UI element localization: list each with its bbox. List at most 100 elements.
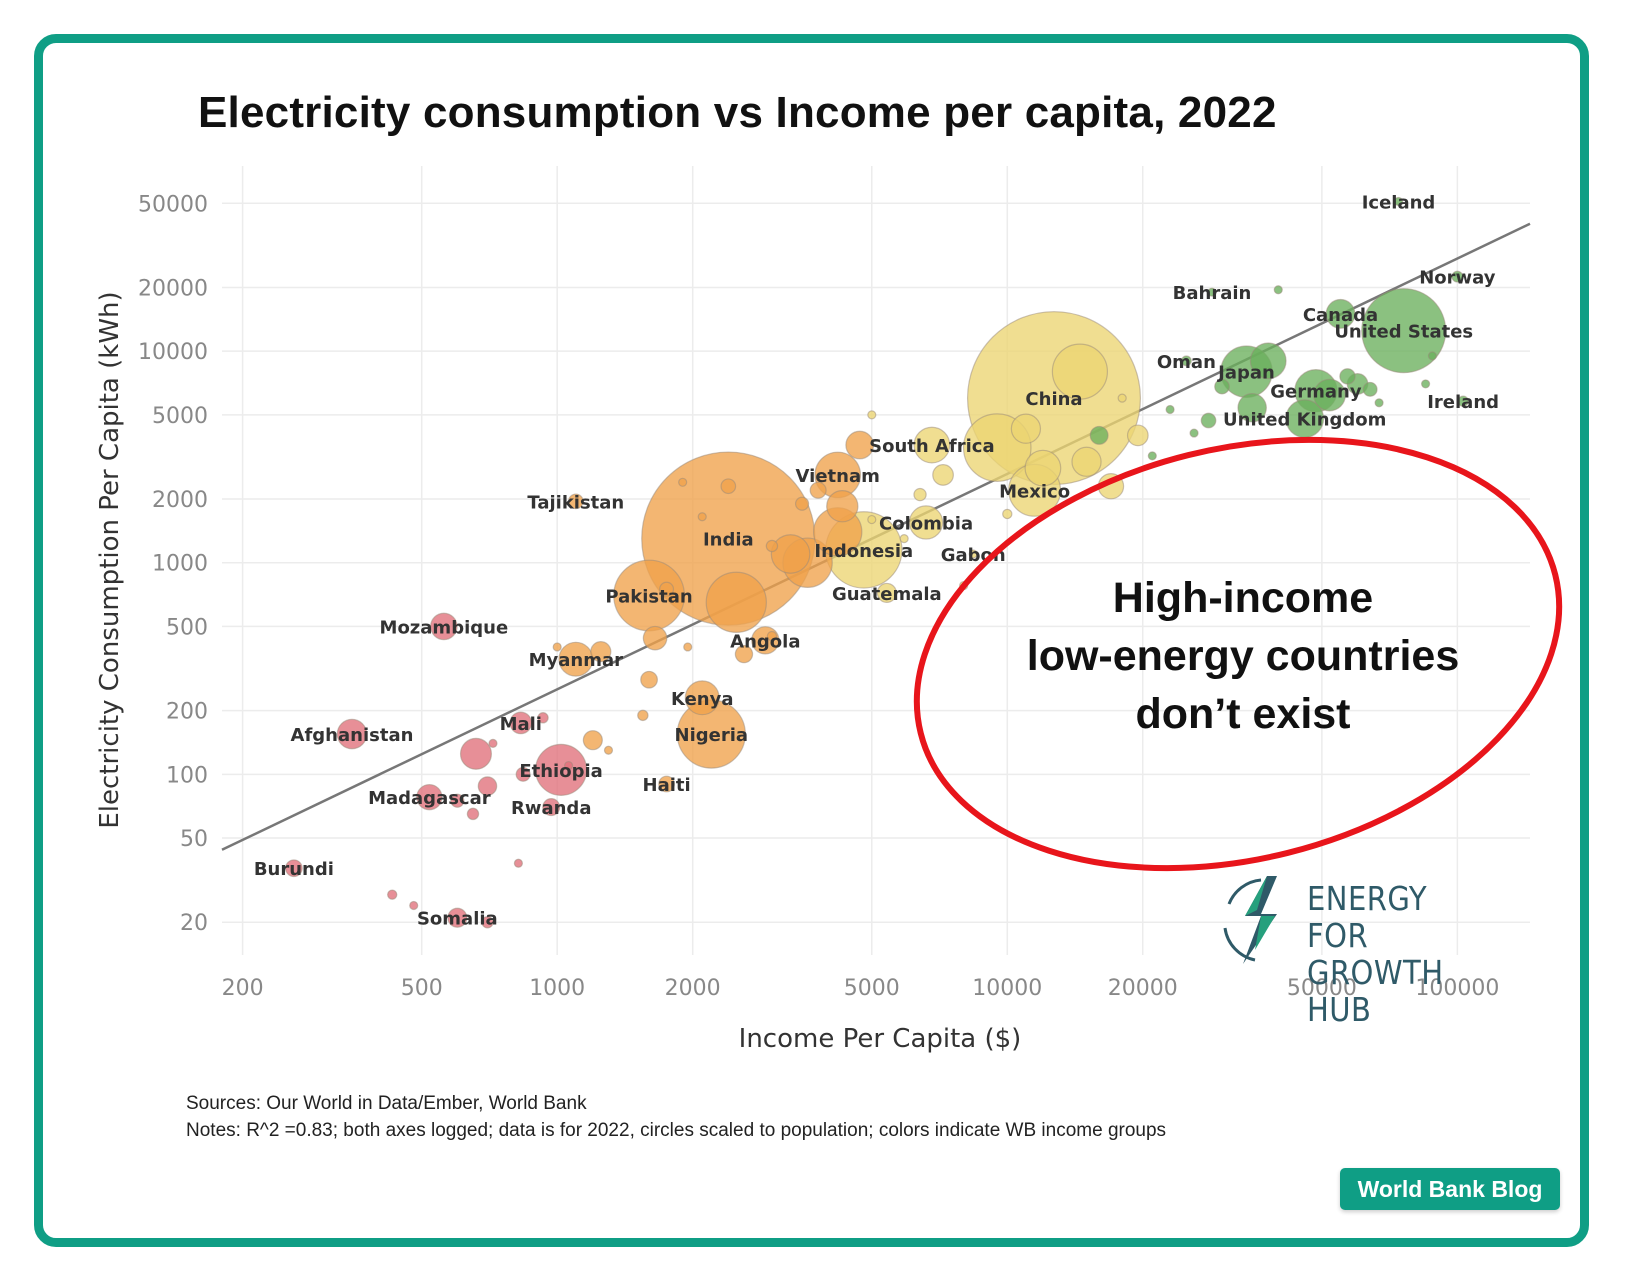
bubble [1051,343,1109,400]
callout-line-3: don’t exist [1135,690,1350,738]
country-label: Rwanda [511,798,591,819]
bubble [1071,446,1102,477]
bubble [683,642,693,652]
axis-ticks: 200 500 1000 2000 5000 10000 20000 50000 100000 2… [138,192,1499,1001]
bubble [409,900,419,911]
bubbles [284,196,1469,929]
y-tick-label: 2000 [152,488,208,513]
bubble [603,745,614,755]
bubble [899,534,909,544]
lightning-bolt-icon [1223,876,1277,964]
bubble [466,807,480,821]
bubble [867,410,877,420]
bubble [477,776,498,796]
bubble [488,738,498,749]
energy-for-growth-hub-logo: ENERGY FOR GROWTH HUB [1215,870,1505,1028]
x-tick-label: 20000 [1108,976,1178,1001]
x-tick-label: 5000 [844,976,900,1001]
bubble [552,642,562,652]
x-tick-label: 1000 [529,976,585,1001]
bubble [459,737,493,770]
bubble [1002,508,1013,520]
bubble [1273,285,1283,295]
bubble [1361,288,1447,374]
bubble [770,534,811,574]
bubble [659,581,675,597]
bubble [826,490,859,523]
bubble [1237,392,1267,423]
bubble [1126,424,1149,447]
bubble [1024,449,1062,487]
bubble [534,743,588,796]
x-tick-label: 10000 [972,976,1042,1001]
bubble [284,859,303,878]
bubble [1374,398,1384,408]
bubble [1180,355,1192,367]
country-label: Iceland [1362,192,1436,213]
chart-title: Electricity consumption vs Income per ca… [198,88,1277,137]
bubble [1457,395,1469,407]
bubble [678,477,688,487]
bubble [430,612,458,641]
bubble [1362,381,1378,397]
bubble [1339,368,1356,385]
bubble [537,712,549,724]
y-tick-label: 10000 [138,340,208,365]
world-bank-blog-badge[interactable]: World Bank Blog [1340,1168,1560,1210]
bubble [720,478,737,495]
country-label: Vietnam [796,466,880,487]
country-label: Canada [1303,305,1378,326]
bubble [1010,413,1042,444]
country-label: India [703,530,754,551]
bubble [450,793,465,808]
y-tick-label: 1000 [152,552,208,577]
country-label: Mexico [999,481,1070,502]
bubble [765,539,779,553]
country-label: China [1025,389,1082,410]
bubble [794,496,810,511]
y-tick-label: 20000 [138,276,208,301]
country-label: Colombia [879,513,973,534]
bubble [1189,428,1199,438]
y-tick-label: 20 [180,911,208,936]
bubble [1207,287,1217,297]
country-label: Pakistan [605,587,692,608]
bubble [590,641,612,663]
country-label: Norway [1419,268,1496,289]
country-label: Nigeria [675,725,749,746]
bubble [1393,196,1404,207]
bubble [1089,425,1109,445]
logo-line-2: GROWTH HUB [1307,953,1444,1029]
bubble [336,718,368,750]
bubble [1427,351,1437,361]
callout-line-1: High-income [1113,574,1373,622]
bubble [1249,342,1287,380]
y-tick-label: 500 [166,615,208,640]
y-tick-label: 200 [166,700,208,725]
bubble [637,709,649,722]
country-label: United Kingdom [1223,410,1386,431]
bubble [567,493,584,510]
bubble [542,798,561,817]
y-tick-label: 5000 [152,404,208,429]
y-axis-label: Electricity Consumption Per Capita (kWh) [95,291,125,828]
x-tick-label: 200 [222,976,264,1001]
sources-line: Sources: Our World in Data/Ember, World … [186,1093,587,1114]
country-label: Ireland [1427,392,1499,413]
bubble [658,775,675,793]
bubble [766,630,778,642]
country-label: South Africa [869,436,994,457]
chart-footnote: Sources: Our World in Data/Ember, World … [186,1090,1166,1144]
x-tick-label: 500 [401,976,443,1001]
bubble [845,430,875,460]
bubble [481,915,494,929]
logo-line-1: ENERGY FOR [1307,879,1428,955]
country-label: Indonesia [814,541,913,562]
country-label: Mali [500,714,542,735]
country-label: Afghanistan [291,725,414,746]
country-label: Myanmar [529,650,624,671]
country-label: United States [1334,322,1473,343]
callout-line-2: low-energy countries [1027,632,1459,680]
bubble [705,571,767,634]
